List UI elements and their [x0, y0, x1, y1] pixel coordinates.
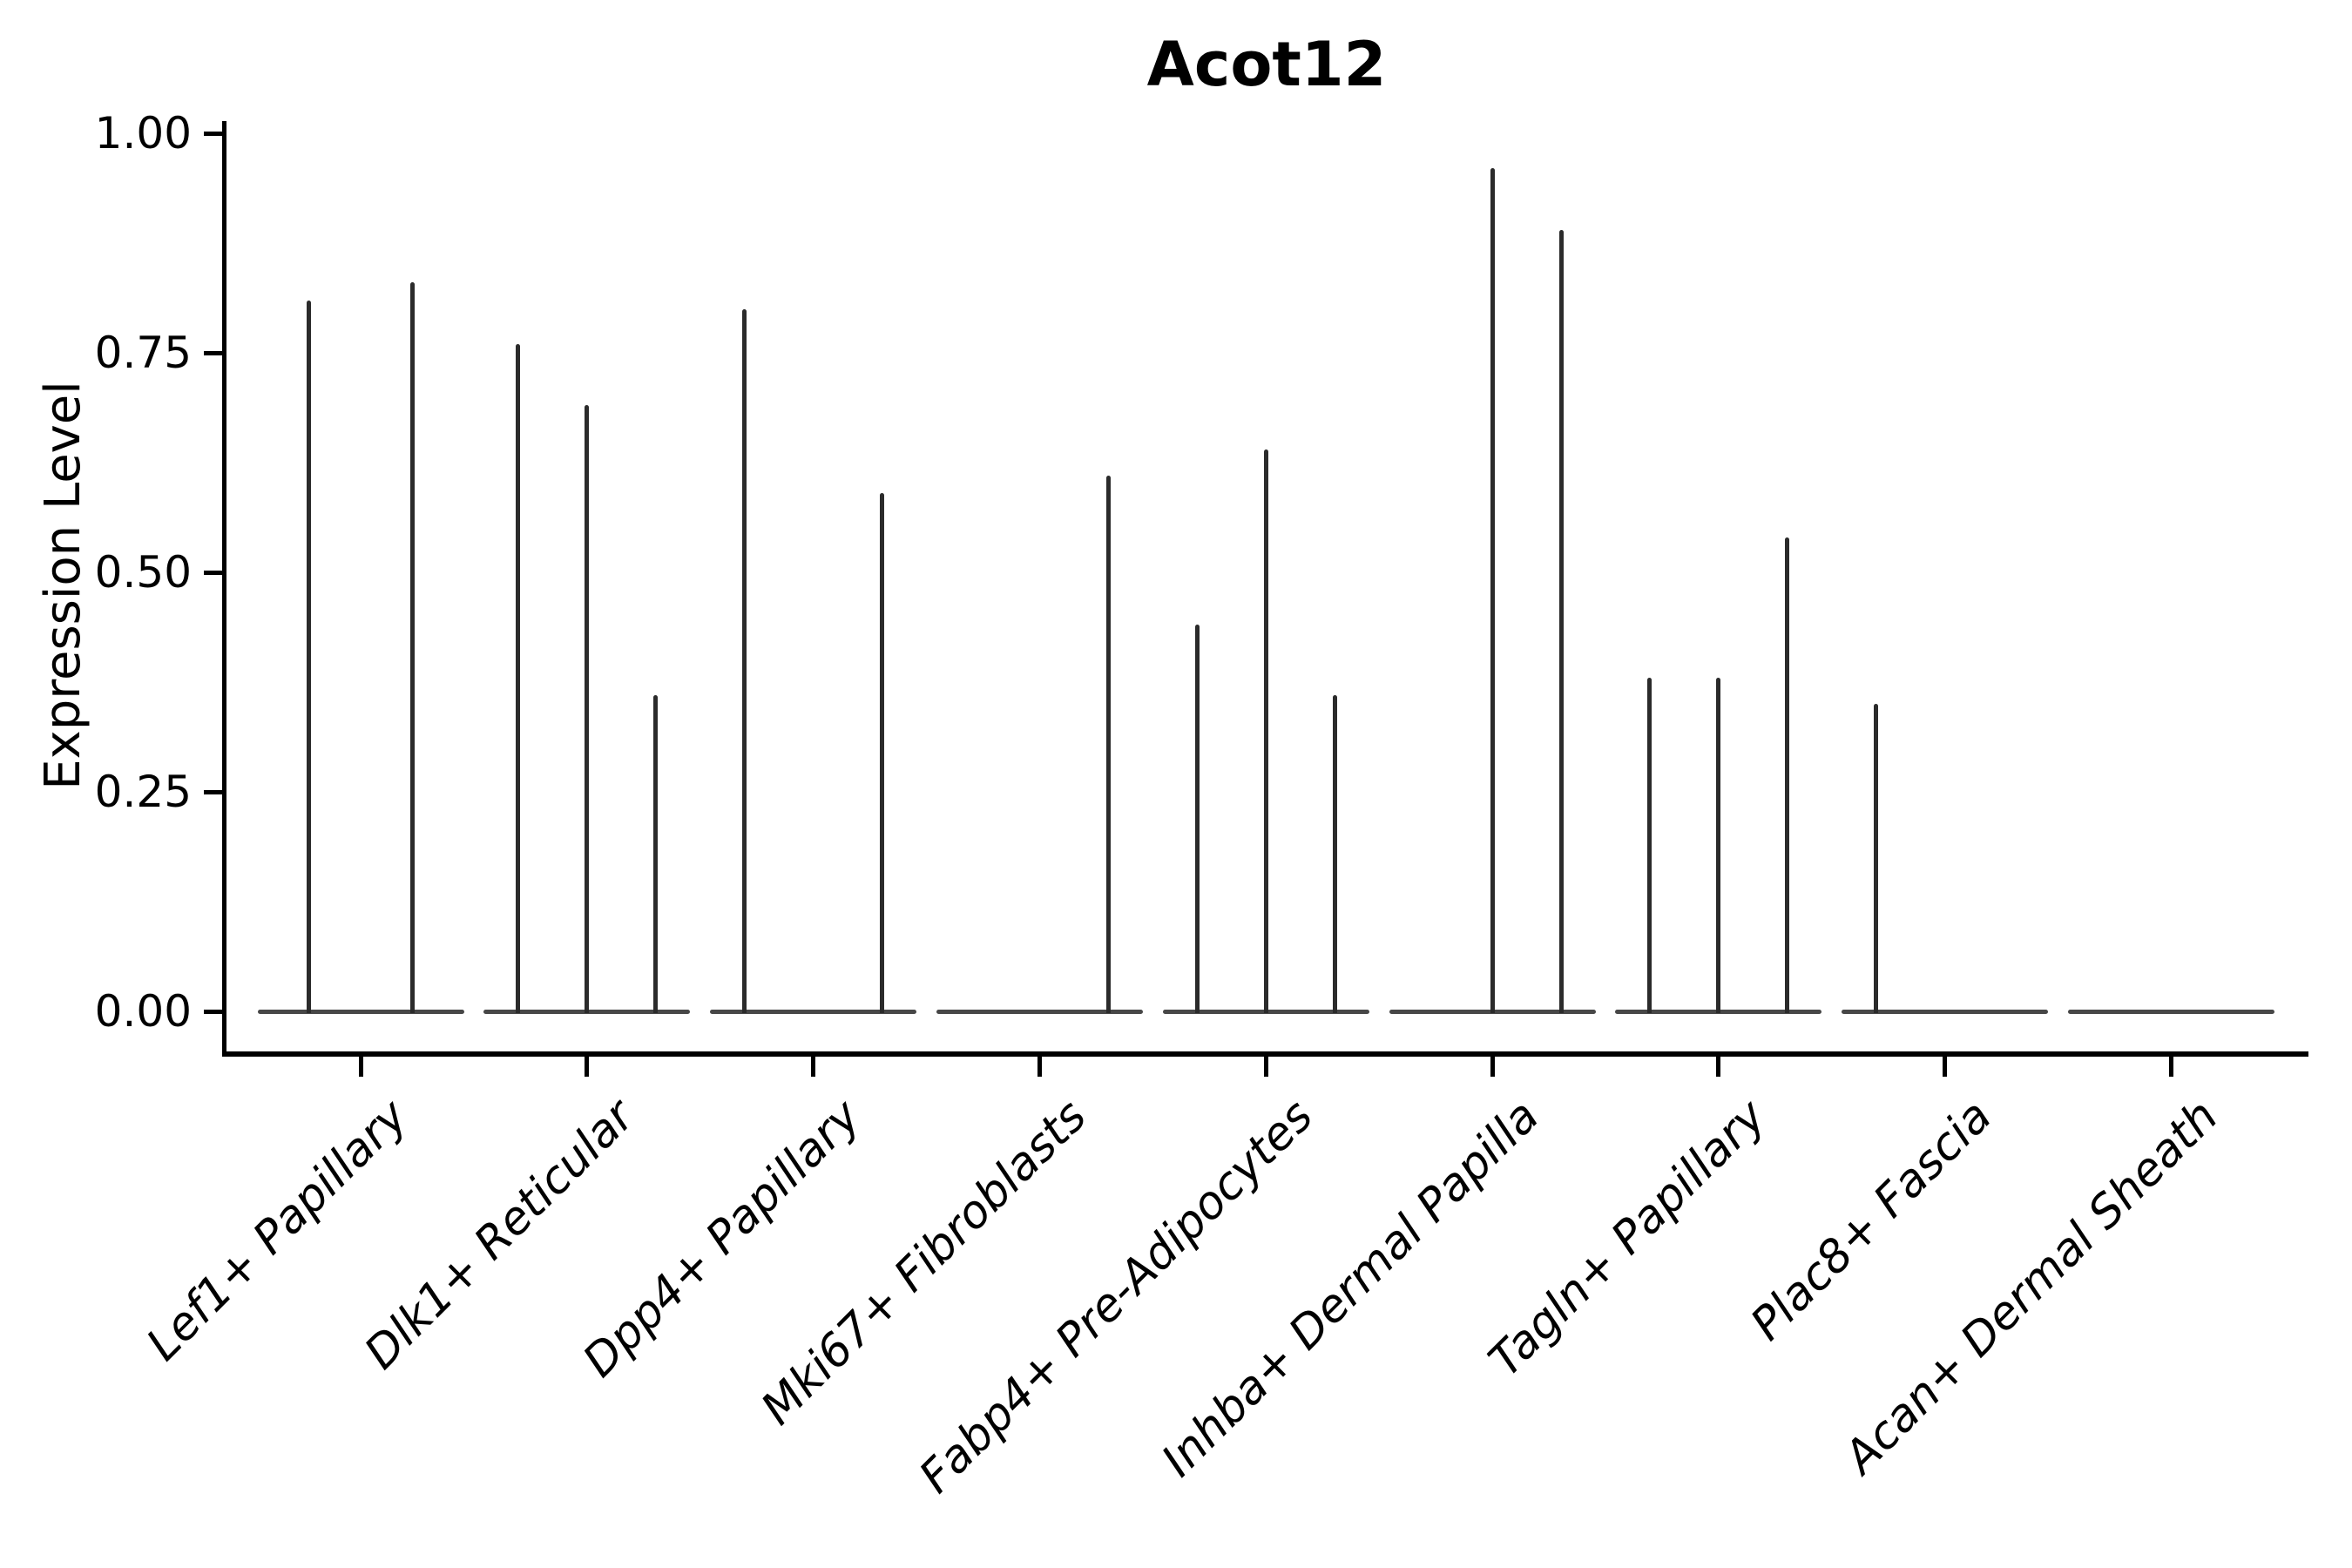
violin-spike — [1785, 537, 1790, 1013]
violin-spike — [516, 343, 521, 1013]
x-tick — [358, 1054, 363, 1077]
y-tick — [204, 789, 225, 794]
y-tick — [204, 350, 225, 355]
violin-spike — [1263, 449, 1268, 1013]
violin-base — [936, 1009, 1143, 1014]
y-tick-label: 1.00 — [94, 108, 192, 159]
x-tick — [1716, 1054, 1721, 1077]
x-tick — [811, 1054, 816, 1077]
y-tick-label: 0.25 — [94, 767, 192, 817]
x-tick — [585, 1054, 590, 1077]
violin-base — [710, 1009, 917, 1014]
violin-base — [2067, 1009, 2274, 1014]
x-tick-label: Inhba+ Dermal Papilla — [1152, 1090, 1550, 1488]
x-tick — [1943, 1054, 1948, 1077]
violin-spike — [1558, 229, 1564, 1013]
violin-spike — [1716, 677, 1721, 1013]
violin-spike — [742, 308, 747, 1013]
y-tick-label: 0.75 — [94, 328, 192, 378]
violin-spike — [409, 282, 415, 1013]
x-tick-label: Fabp4+ Pre-Adipocytes — [909, 1090, 1323, 1504]
violin-spike — [880, 493, 885, 1013]
x-tick-label: Plac8+ Fascia — [1741, 1090, 2003, 1351]
x-tick — [1490, 1054, 1495, 1077]
x-tick — [1037, 1054, 1042, 1077]
violin-spike — [1874, 704, 1879, 1013]
violin-spike — [1105, 476, 1111, 1013]
violin-base — [1842, 1009, 2049, 1014]
y-tick-label: 0.00 — [94, 986, 192, 1037]
y-tick — [204, 131, 225, 136]
violin-spike — [1332, 695, 1337, 1013]
y-tick — [204, 570, 225, 575]
violin-base — [257, 1009, 464, 1014]
x-tick — [1263, 1054, 1268, 1077]
violin-spike — [1490, 168, 1495, 1013]
violin-spike — [1647, 677, 1652, 1013]
x-tick-label: Acan+ Dermal Sheath — [1835, 1090, 2229, 1484]
violin-spike — [307, 300, 312, 1013]
y-tick — [204, 1009, 225, 1014]
plot-title: Acot12 — [1146, 29, 1387, 100]
x-tick — [2168, 1054, 2173, 1077]
y-tick-label: 0.50 — [94, 547, 192, 598]
violin-spike — [1194, 625, 1200, 1013]
y-axis-line — [222, 121, 226, 1057]
violin-spike — [653, 695, 659, 1013]
violin-spike — [585, 405, 590, 1013]
